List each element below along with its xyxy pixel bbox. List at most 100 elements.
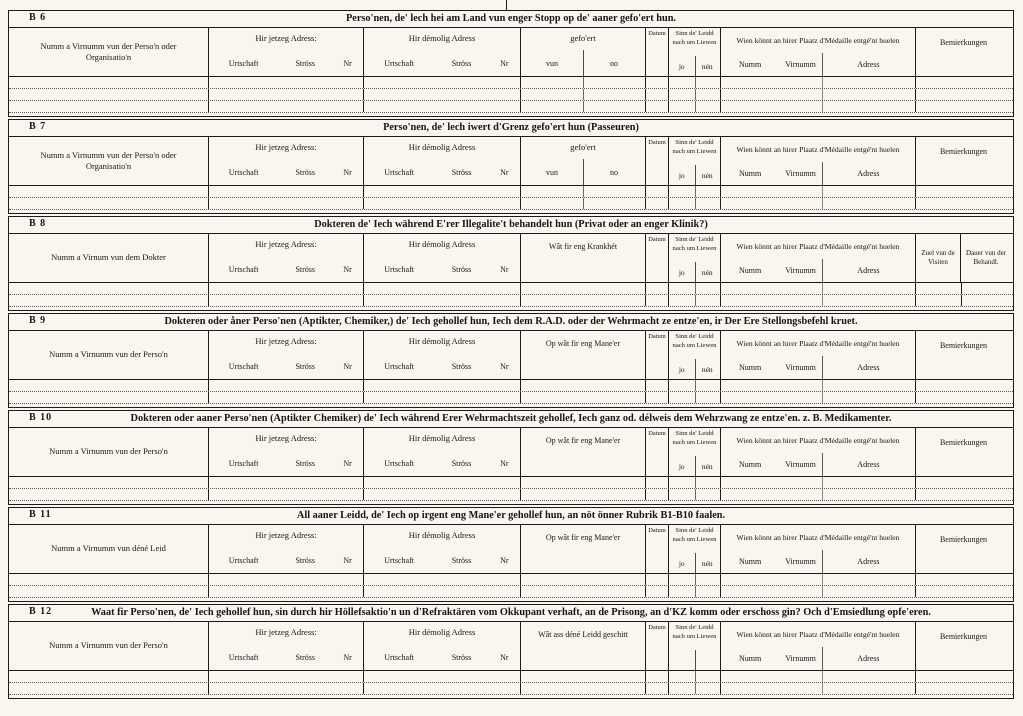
sub-urtschaft: Urtschaft — [384, 652, 414, 662]
sub-nr: Nr — [500, 652, 509, 662]
header-medal-group: Wien könnt an hirer Plaatz d'Médaille en… — [721, 28, 916, 76]
section-title-band: B 11 All aaner Leidd, de' Iech op irgent… — [9, 508, 1013, 525]
alive-label: Sinn de' Leidd nach um Liewen — [672, 624, 717, 640]
data-cell — [646, 283, 669, 294]
sub-nen: nén — [701, 364, 713, 374]
header-medal-group: Wien könnt an hirer Plaatz d'Médaille en… — [721, 525, 916, 573]
header-remarks: Bemierkungen — [939, 341, 988, 350]
data-cell — [916, 101, 1011, 112]
data-row — [9, 101, 1013, 113]
sub-nen: nén — [701, 461, 713, 471]
header-remarks: Bemierkungen — [939, 535, 988, 544]
medal-label: Wien könnt an hirer Plaatz d'Médaille en… — [736, 629, 900, 639]
sub-numm: Numm — [738, 266, 762, 275]
column-headers: Numm a Virnumm vun der Perso'n oder Orga… — [9, 137, 1013, 186]
sub-stross: Ströss — [295, 58, 316, 68]
header-current-address-group: Hir jetzeg Adress: Urtschaft Ströss Nr — [209, 234, 364, 282]
sub-adress: Adress — [857, 60, 880, 69]
sub-jo: jo — [678, 61, 685, 71]
section-id: B 11 — [29, 509, 52, 520]
sub-jo: jo — [678, 558, 685, 568]
sub-numm: Numm — [738, 60, 762, 69]
section-title: All aaner Leidd, de' Iech op irgent eng … — [296, 510, 726, 521]
header-former-address-group: Hir démolig Adress Urtschaft Ströss Nr — [364, 331, 521, 379]
medal-label: Wien könnt an hirer Plaatz d'Médaille en… — [736, 338, 900, 348]
header-alive-group: Sinn de' Leidd nach um Liewen jo nén — [669, 525, 721, 573]
data-cell — [9, 477, 209, 488]
header-datum: Datum — [646, 28, 669, 76]
data-cell — [9, 77, 209, 88]
sub-nr: Nr — [500, 361, 509, 371]
sub-nr: Nr — [343, 555, 352, 565]
sub-urtschaft: Urtschaft — [384, 458, 414, 468]
data-cell — [521, 574, 646, 585]
medal-label: Wien könnt an hirer Plaatz d'Médaille en… — [736, 241, 900, 251]
medal-label: Wien könnt an hirer Plaatz d'Médaille en… — [736, 35, 900, 45]
current-address-label: Hir jetzeg Adress: — [255, 33, 317, 44]
sub-urtschaft: Urtschaft — [228, 58, 259, 68]
data-cell — [209, 283, 364, 294]
sub-stross: Ströss — [451, 264, 472, 274]
header-medal-group: Wien könnt an hirer Plaatz d'Médaille en… — [721, 428, 916, 476]
data-cell — [669, 586, 721, 597]
section-title: Waat fir Perso'nen, de' Iech gehollef hu… — [91, 607, 931, 618]
data-row — [9, 89, 1013, 101]
sub-nen: nén — [701, 170, 713, 180]
section-title-band: B 12 Waat fir Perso'nen, de' Iech geholl… — [9, 605, 1013, 622]
section-id: B 12 — [29, 606, 53, 617]
data-row — [9, 380, 1013, 392]
header-remarks: Bemierkungen — [939, 147, 988, 156]
section-b7: B 7 Perso'nen, de' lech iwert d'Grenz ge… — [8, 119, 1014, 214]
header-alive-group: Sinn de' Leidd nach um Liewen jo nén — [669, 28, 721, 76]
data-cell — [209, 380, 364, 391]
sub-stross: Ströss — [451, 361, 472, 371]
data-cell — [209, 392, 364, 403]
data-cell — [916, 295, 1011, 306]
data-cell — [209, 295, 364, 306]
sub-numm: Numm — [738, 460, 762, 469]
data-cell — [9, 295, 209, 306]
data-cell — [9, 198, 209, 209]
header-illness-column: Wât fir eng Krankhét — [521, 234, 646, 282]
data-cell — [646, 380, 669, 391]
data-row — [9, 477, 1013, 489]
header-medal-group: Wien könnt an hirer Plaatz d'Médaille en… — [721, 234, 916, 282]
sub-numm: Numm — [738, 654, 762, 663]
data-cell — [669, 101, 721, 112]
header-former-address-group: Hir démolig Adress Urtschaft Ströss Nr — [364, 137, 521, 185]
sub-urtschaft: Urtschaft — [384, 58, 414, 68]
header-fate-column: Wât ass déné Leidd geschitt — [521, 622, 646, 670]
sub-nr: Nr — [500, 458, 509, 468]
data-cell — [364, 574, 521, 585]
sub-nr: Nr — [343, 167, 352, 177]
data-grid — [9, 283, 1013, 310]
data-cell — [646, 77, 669, 88]
data-cell — [916, 489, 1011, 500]
section-title-band: B 8 Dokteren de' Iech während E'rer Ille… — [9, 217, 1013, 234]
sub-urtschaft: Urtschaft — [228, 167, 259, 177]
data-cell — [209, 489, 364, 500]
sub-nr: Nr — [500, 555, 509, 565]
header-former-address-group: Hir démolig Adress Urtschaft Ströss Nr — [364, 525, 521, 573]
sub-urtschaft: Urtschaft — [228, 264, 259, 274]
data-cell — [916, 477, 1011, 488]
data-cell — [916, 283, 1011, 294]
header-medal-group: Wien könnt an hirer Plaatz d'Médaille en… — [721, 622, 916, 670]
data-cell — [9, 392, 209, 403]
data-cell — [364, 186, 521, 197]
data-cell — [916, 683, 1011, 694]
former-address-label: Hir démolig Adress — [408, 142, 476, 153]
data-cell — [209, 101, 364, 112]
section-id: B 6 — [29, 12, 47, 23]
column-headers: Numm a Virnum vun dem Dokter Hir jetzeg … — [9, 234, 1013, 283]
header-transported-group: gefo'ert vun no — [521, 137, 646, 185]
data-cell — [9, 489, 209, 500]
header-current-address-group: Hir jetzeg Adress: Urtschaft Ströss Nr — [209, 28, 364, 76]
data-cell — [916, 671, 1011, 682]
current-address-label: Hir jetzeg Adress: — [255, 433, 317, 444]
data-cell — [721, 101, 916, 112]
sub-no: no — [610, 167, 618, 177]
data-cell — [669, 295, 721, 306]
sub-stross: Ströss — [295, 458, 316, 468]
data-cell — [521, 392, 646, 403]
